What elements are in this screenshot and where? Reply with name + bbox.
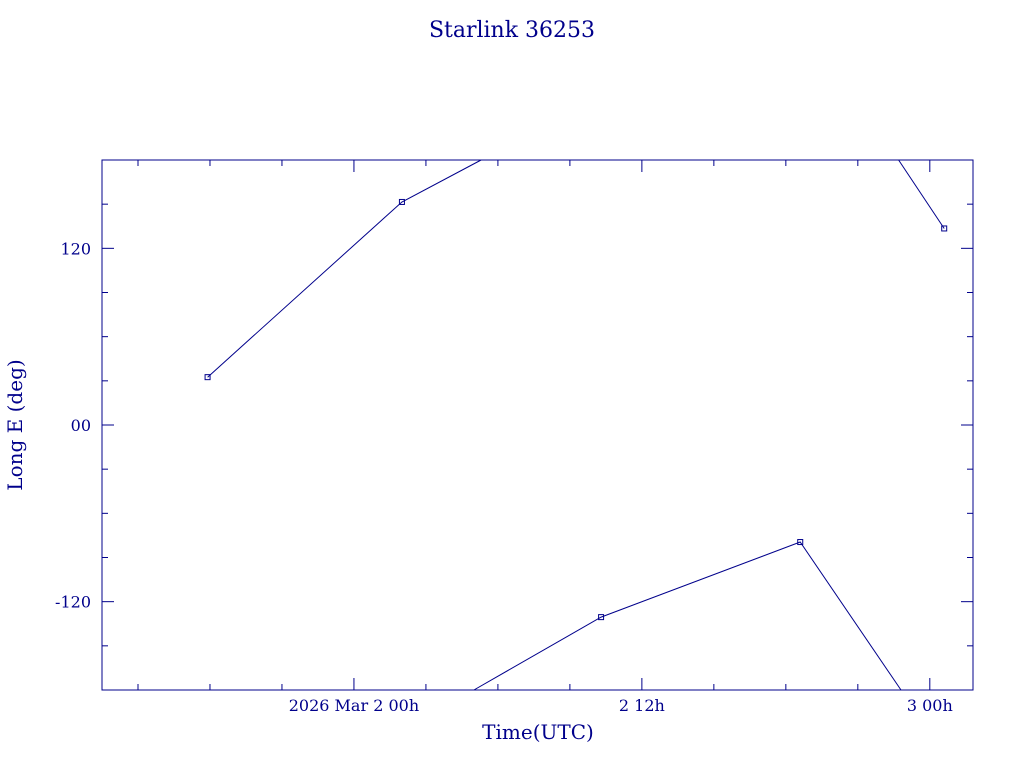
data-point bbox=[941, 225, 948, 232]
y-tick-label: 120 bbox=[60, 239, 91, 258]
series-group bbox=[204, 159, 948, 691]
data-point bbox=[204, 374, 211, 381]
series-line-segment bbox=[207, 159, 482, 378]
data-point bbox=[398, 198, 405, 205]
x-tick-label: 2026 Mar 2 00h bbox=[289, 696, 419, 715]
x-tick-label: 3 00h bbox=[907, 696, 953, 715]
y-axis-label: Long E (deg) bbox=[3, 359, 27, 490]
x-axis-label: Time(UTC) bbox=[482, 720, 594, 744]
x-tick-label: 2 12h bbox=[619, 696, 665, 715]
series-line-segment bbox=[473, 541, 902, 691]
data-point bbox=[598, 614, 605, 621]
series-line-segment bbox=[898, 159, 945, 229]
data-point bbox=[797, 539, 804, 546]
y-tick-label: 00 bbox=[71, 416, 91, 435]
y-tick-label: -120 bbox=[55, 593, 91, 612]
chart-title: Starlink 36253 bbox=[429, 18, 595, 43]
axis-ticks: 2026 Mar 2 00h 2 12h 3 00h 120 00 -120 bbox=[55, 160, 973, 715]
plot-frame bbox=[101, 159, 974, 691]
